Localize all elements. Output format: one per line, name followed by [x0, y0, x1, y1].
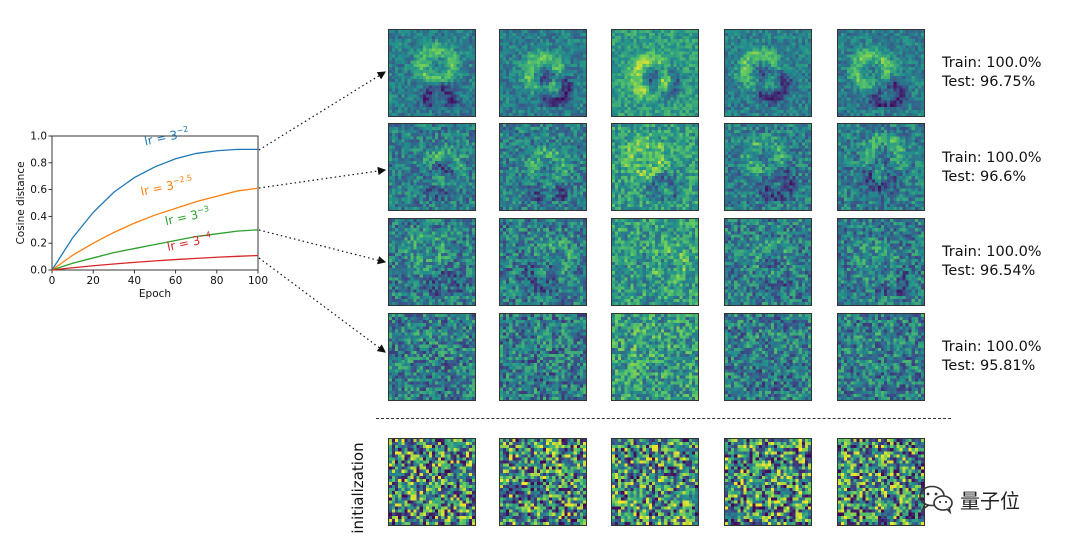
- series-line: [51, 254, 259, 271]
- accuracy-row-1: Train: 100.0% Test: 96.75%: [942, 54, 1042, 92]
- initialization-weight-tile: [837, 438, 925, 526]
- plot-frame: [51, 135, 259, 271]
- series-label: lr = 3−4: [166, 230, 214, 254]
- series-label: lr = 3−3: [164, 204, 212, 228]
- initialization-weight-tile: [388, 438, 476, 526]
- weight-tile-image: [389, 219, 475, 305]
- accuracy-row-4: Train: 100.0% Test: 95.81%: [942, 338, 1042, 376]
- weight-tile-image: [500, 124, 586, 210]
- learned-weight-tile: [724, 218, 812, 306]
- dashed-divider: [376, 418, 951, 419]
- series-label: lr = 3−2: [143, 124, 191, 148]
- train-accuracy: Train: 100.0%: [942, 339, 1042, 355]
- weight-tile-image: [838, 314, 924, 400]
- weight-tile-image: [838, 439, 924, 525]
- x-tick-label: 60: [169, 275, 182, 287]
- train-accuracy: Train: 100.0%: [942, 150, 1042, 166]
- weight-tile-image: [612, 439, 698, 525]
- weight-tile-image: [500, 439, 586, 525]
- x-axis-label: Epoch: [139, 288, 171, 300]
- learned-weight-tile: [611, 313, 699, 401]
- weight-tile-image: [725, 314, 811, 400]
- test-accuracy: Test: 96.6%: [942, 169, 1027, 185]
- learned-weight-tile: [611, 29, 699, 117]
- learned-weight-tile: [499, 218, 587, 306]
- learned-weight-tile: [499, 313, 587, 401]
- watermark-text: 量子位: [960, 488, 1020, 513]
- test-accuracy: Test: 96.54%: [942, 263, 1036, 279]
- y-tick-label: 0.4: [30, 211, 47, 223]
- weight-tile-image: [612, 314, 698, 400]
- learned-weight-tile: [837, 29, 925, 117]
- weight-tile-image: [838, 219, 924, 305]
- learned-weight-tile: [388, 123, 476, 211]
- y-tick-label: 0.6: [30, 184, 47, 196]
- weight-tile-image: [389, 439, 475, 525]
- y-tick-label: 0.0: [30, 265, 47, 277]
- weight-tile-image: [838, 30, 924, 116]
- learned-weight-tile: [388, 29, 476, 117]
- x-tick-label: 100: [248, 275, 268, 287]
- series-line: [51, 148, 258, 271]
- weight-tile-image: [725, 439, 811, 525]
- initialization-weight-tile: [724, 438, 812, 526]
- learned-weight-tile: [724, 123, 812, 211]
- x-tick-label: 40: [128, 275, 141, 287]
- learned-weight-tile: [388, 313, 476, 401]
- x-tick-label: 20: [87, 275, 100, 287]
- weight-tile-image: [725, 219, 811, 305]
- accuracy-row-3: Train: 100.0% Test: 96.54%: [942, 243, 1042, 281]
- weight-tile-image: [725, 30, 811, 116]
- weight-tile-image: [838, 124, 924, 210]
- learned-weight-tile: [388, 218, 476, 306]
- watermark: 量子位: [918, 484, 1020, 514]
- learned-weight-tile: [837, 123, 925, 211]
- learned-weight-tile: [837, 313, 925, 401]
- y-tick-label: 0.2: [30, 238, 47, 250]
- weight-tile-image: [612, 219, 698, 305]
- initialization-label: initialization: [349, 442, 367, 534]
- test-accuracy: Test: 96.75%: [942, 74, 1036, 90]
- x-tick-label: 0: [49, 275, 56, 287]
- y-tick-label: 1.0: [30, 131, 47, 143]
- train-accuracy: Train: 100.0%: [942, 55, 1042, 71]
- series-line: [51, 187, 259, 271]
- learned-weight-tile: [837, 218, 925, 306]
- learned-weight-tile: [724, 313, 812, 401]
- weight-tile-image: [389, 124, 475, 210]
- series-label: lr = 3−2.5: [139, 173, 194, 199]
- accuracy-row-2: Train: 100.0% Test: 96.6%: [942, 149, 1042, 187]
- initialization-weight-tile: [499, 438, 587, 526]
- weight-tile-image: [500, 314, 586, 400]
- wechat-icon: [919, 485, 953, 514]
- learned-weight-tile: [499, 123, 587, 211]
- weight-tile-image: [612, 124, 698, 210]
- initialization-weight-tile: [611, 438, 699, 526]
- series-line: [51, 229, 259, 271]
- weight-tile-image: [612, 30, 698, 116]
- test-accuracy: Test: 95.81%: [942, 358, 1036, 374]
- learned-weight-tile: [611, 123, 699, 211]
- y-tick-label: 0.8: [30, 157, 47, 169]
- weight-tile-image: [500, 219, 586, 305]
- weight-tile-image: [389, 30, 475, 116]
- learned-weight-tile: [611, 218, 699, 306]
- learned-weight-tile: [724, 29, 812, 117]
- x-tick-label: 80: [210, 275, 223, 287]
- weight-tile-image: [725, 124, 811, 210]
- learned-weight-tile: [499, 29, 587, 117]
- weight-tile-image: [389, 314, 475, 400]
- y-axis-label: Cosine distance: [15, 161, 27, 244]
- train-accuracy: Train: 100.0%: [942, 244, 1042, 260]
- weight-tile-image: [500, 30, 586, 116]
- cosine-distance-chart: 0 20 40 60 80 100 0.0 0.2 0.4 0.6 0.8 1.0 Epoch Cosin…: [15, 124, 268, 300]
